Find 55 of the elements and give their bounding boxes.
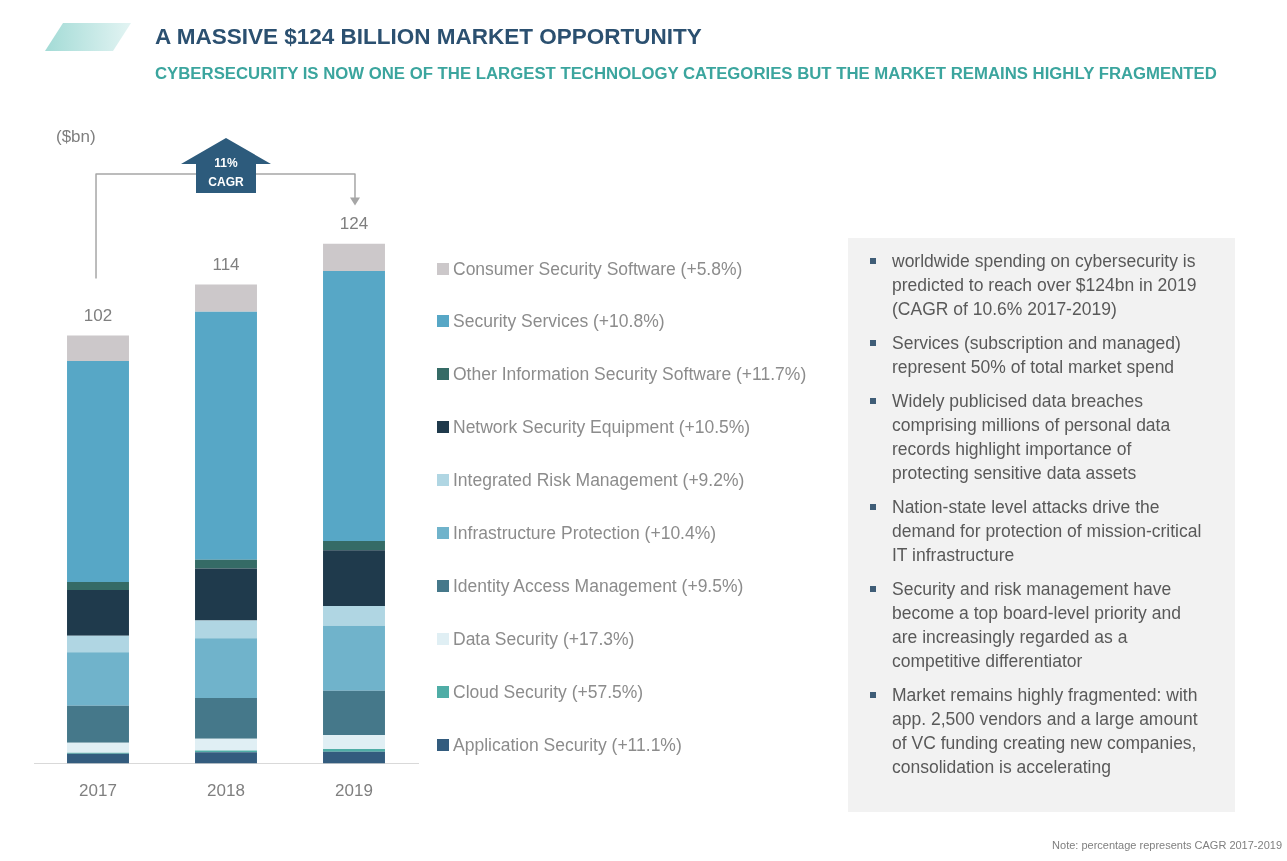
legend-label: Security Services (+10.8%) [453,310,665,334]
bar [195,620,257,639]
bar [323,625,385,691]
bar [195,752,257,764]
bar [323,749,385,752]
text: worldwide spending on cybersecurity is predicted to reach over $124bn in 2019 (CAGR of 10.6% 2017-2019) [892,251,1197,319]
text: Services (subscription and managed) represent 50% of total market spend [892,333,1181,377]
bar [67,742,129,753]
annotation: 114 [212,255,240,275]
bar [323,690,385,735]
bar [323,550,385,607]
legend-label: Consumer Security Software (+5.8%) [453,257,743,281]
annotation: 102 [83,306,113,326]
bar [67,361,129,583]
bar [67,705,129,743]
legend-label: Other Information Security Software (+11.7%) [453,363,807,387]
text: 11% CAGR [207,155,245,191]
legend-label: Application Security (+11.1%) [453,733,682,757]
legend-label: Cloud Security (+57.5%) [453,680,644,704]
legend-label: Infrastructure Protection (+10.4%) [453,522,717,545]
bar [195,638,257,699]
legend-label: Integrated Risk Management (+9.2%) [453,469,745,493]
bar [195,568,257,621]
chart-title: A MASSIVE $124 BILLION MARKET OPPORTUNITY [155,24,702,50]
x-tick-label: 2019 [335,781,373,801]
bar [323,735,385,750]
bar [67,582,129,590]
text: Security and risk management have become a top board-level priority and are increasingly regarded as a competitive differentiator [892,579,1181,671]
bar [67,652,129,706]
annotation: 124 [339,214,369,234]
text: Nation-state level attacks drive the demand for protection of mission-critical IT infrastructure [892,497,1202,565]
x-tick-label: 2018 [207,781,245,801]
legend-label: Data Security (+17.3%) [453,627,635,651]
bar [195,559,257,569]
legend-label: Identity Access Management (+9.5%) [453,574,744,598]
bar [195,698,257,739]
text: Market remains highly fragmented: with app. 2,500 vendors and a large amount of VC funding creating new companies, consolidation is accelerating [892,685,1198,777]
bar [67,635,129,653]
text: Widely publicised data breaches comprising millions of personal data records highlight importance of protecting sensitive data assets [892,391,1171,483]
bar [67,335,129,362]
bar [195,311,257,560]
bar [323,243,385,272]
bar [195,738,257,751]
bar [67,753,129,764]
bar [323,751,385,764]
bar [323,541,385,551]
x-tick-label: 2017 [79,781,117,801]
bar [67,589,129,636]
text: Note: percentage represents CAGR 2017-2019 [1052,838,1282,852]
y-axis-title: ($bn) [56,127,96,147]
text: CYBERSECURITY IS NOW ONE OF THE LARGEST TECHNOLOGY CATEGORIES BUT THE MARKET REMAINS HIGHLY FRAGMENTED [155,64,1217,84]
legend-label: Network Security Equipment (+10.5%) [453,416,751,440]
bar [323,606,385,626]
bar [195,284,257,312]
bar [323,271,385,541]
